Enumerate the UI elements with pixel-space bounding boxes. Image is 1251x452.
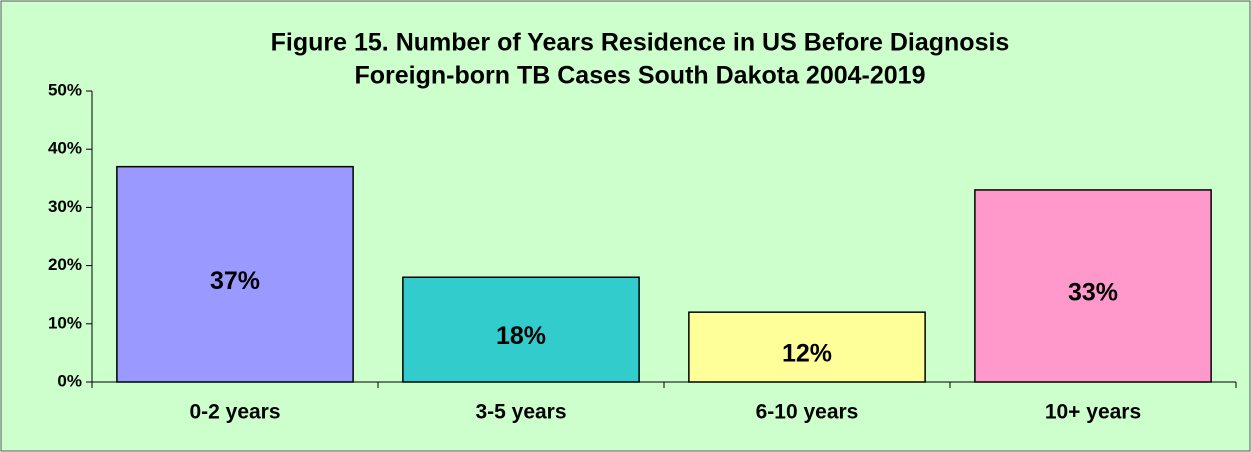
y-tick-label: 50% (48, 80, 82, 99)
bar (402, 276, 640, 383)
bar (974, 189, 1212, 383)
y-tick-label: 0% (57, 371, 82, 390)
y-tick-label: 30% (48, 197, 82, 216)
x-tick-label: 10+ years (1045, 401, 1141, 424)
y-tick-label: 10% (48, 313, 82, 332)
x-tick-label: 3-5 years (475, 401, 566, 424)
bar (688, 311, 926, 383)
chart-title: Figure 15. Number of Years Residence in … (271, 29, 1010, 57)
y-tick-label: 40% (48, 139, 82, 158)
bar (116, 165, 354, 383)
data-label: 12% (782, 340, 832, 368)
data-label: 33% (1068, 279, 1118, 307)
y-tick-label: 20% (48, 255, 82, 274)
data-label: 37% (210, 267, 260, 295)
data-label: 18% (496, 322, 546, 350)
chart-subtitle: Foreign-born TB Cases South Dakota 2004-… (355, 62, 926, 90)
x-tick-label: 0-2 years (189, 401, 280, 424)
x-tick-label: 6-10 years (756, 401, 859, 424)
